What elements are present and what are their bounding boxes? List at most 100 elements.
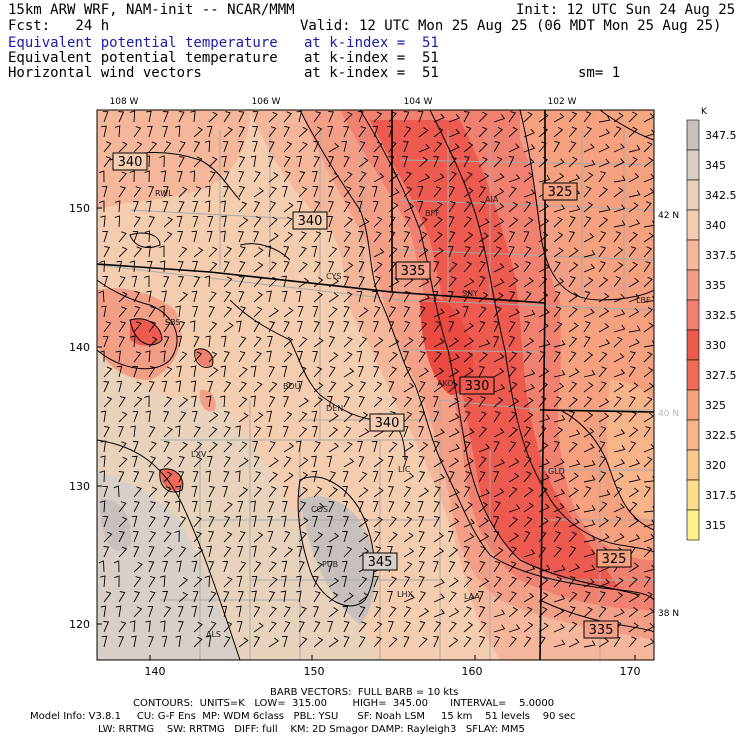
wind-barb — [643, 306, 654, 318]
wind-barb — [204, 575, 211, 588]
wind-barb — [191, 605, 198, 618]
wind-barb — [418, 636, 428, 648]
wind-barb — [523, 158, 535, 168]
wind-barb — [598, 115, 611, 123]
wind-barb — [148, 576, 156, 588]
wind-barb — [478, 546, 487, 558]
wind-barb — [508, 504, 521, 513]
wind-barb — [118, 516, 128, 528]
wind-barb — [628, 501, 638, 513]
wind-barb — [433, 608, 445, 618]
wind-barb — [628, 562, 640, 573]
wind-barb — [373, 321, 379, 333]
wind-barb — [643, 295, 654, 303]
wind-barb — [523, 636, 532, 648]
wind-barb — [508, 546, 517, 558]
wind-barb — [628, 144, 641, 153]
wind-barb — [583, 336, 591, 348]
wind-barb — [613, 486, 623, 498]
wind-barb — [133, 126, 142, 138]
wind-barb — [553, 441, 560, 453]
wind-barb — [463, 457, 474, 468]
wind-barb — [478, 232, 489, 243]
wind-barb — [433, 186, 442, 198]
wind-barb — [312, 186, 319, 198]
wind-barb — [343, 111, 353, 123]
wind-barb — [553, 232, 564, 243]
wind-barb — [643, 443, 654, 453]
wind-barb — [373, 156, 379, 168]
wind-barb — [553, 291, 561, 303]
wind-barb — [328, 111, 335, 123]
wind-barb — [493, 636, 501, 648]
wind-barb — [523, 441, 531, 453]
wind-barb — [193, 336, 200, 348]
wind-barb — [281, 365, 288, 378]
wind-barb — [478, 156, 488, 168]
wind-barb — [103, 246, 110, 258]
wind-barb — [628, 441, 637, 453]
wind-barb — [583, 321, 591, 333]
wind-barb — [373, 231, 382, 243]
field-1-level: at k-index = 51 — [304, 35, 439, 51]
wind-barb — [163, 216, 173, 228]
wind-barb — [643, 322, 654, 333]
wind-barb — [283, 321, 290, 333]
wind-barb — [343, 231, 352, 243]
wind-barb — [343, 621, 350, 633]
colorbar-cell — [686, 449, 700, 481]
wind-barb — [463, 411, 471, 423]
wind-barb — [643, 486, 652, 498]
colorbar-label: 317.5 — [705, 489, 737, 502]
wind-barb — [538, 517, 549, 528]
wind-barb — [553, 277, 565, 288]
wind-barb — [208, 561, 215, 573]
wind-barb — [553, 546, 563, 558]
wind-barb — [115, 605, 122, 618]
wind-barb — [133, 396, 143, 408]
weather-map: 340 340 325 335 330 340 345 325 335 RWL … — [69, 97, 737, 678]
wind-barb — [131, 455, 138, 468]
wind-barb — [583, 396, 593, 408]
wind-barb — [433, 308, 445, 318]
wind-barb — [132, 411, 139, 423]
wind-barb — [598, 186, 608, 198]
wind-barb — [313, 606, 319, 618]
wind-barb — [448, 561, 456, 573]
wind-barb — [342, 486, 349, 498]
city-label: PUB — [322, 560, 338, 569]
wind-barb — [208, 111, 218, 123]
wind-barb — [313, 277, 324, 288]
wind-barb — [343, 516, 349, 528]
wind-barb — [238, 306, 246, 318]
wind-barb — [103, 141, 112, 153]
wind-barb — [176, 335, 183, 348]
wind-barb — [238, 201, 248, 213]
wind-barb — [463, 156, 470, 168]
wind-barb — [418, 471, 426, 483]
wind-barb — [343, 201, 351, 213]
wind-barb — [163, 531, 172, 543]
colorbar-label: 315 — [705, 519, 726, 532]
wind-barb — [402, 156, 408, 168]
wind-barb — [191, 500, 198, 513]
wind-barb — [298, 486, 308, 498]
wind-barb — [463, 142, 474, 153]
wind-barb — [403, 171, 412, 183]
wind-barb — [343, 592, 354, 603]
wind-barb — [523, 516, 533, 528]
wind-barb — [417, 201, 424, 213]
wind-barb — [174, 530, 180, 543]
wind-barb — [343, 457, 355, 468]
wind-barb — [583, 232, 595, 243]
wind-barb — [283, 141, 293, 153]
wind-barb — [253, 622, 264, 633]
wind-barb — [463, 277, 475, 288]
wind-barb — [613, 187, 624, 198]
wind-barb — [253, 306, 263, 318]
wind-barb — [207, 216, 214, 228]
wind-barb — [463, 636, 472, 648]
wind-barb — [238, 156, 246, 168]
wind-barb — [553, 204, 566, 213]
wind-barb — [448, 231, 456, 243]
